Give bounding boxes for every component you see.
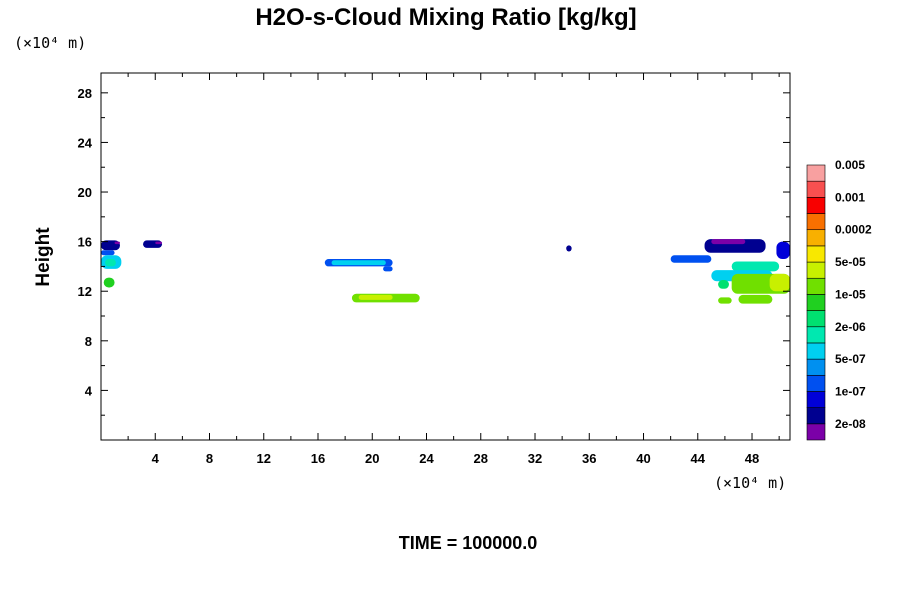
cloud-region <box>103 277 115 288</box>
colorbar-label: 1e-05 <box>835 287 866 301</box>
y-tick-label: 28 <box>78 86 92 101</box>
cloud-region <box>769 273 790 292</box>
colorbar-swatch <box>806 342 826 360</box>
colorbar-label: 2e-08 <box>835 417 866 431</box>
cloud-region <box>718 280 729 289</box>
x-tick-label: 28 <box>474 451 488 466</box>
colorbar-swatch <box>806 326 826 344</box>
x-tick-label: 20 <box>365 451 379 466</box>
colorbar-swatch <box>806 294 826 311</box>
y-axis: 4 8 12 16 20 24 28 <box>78 86 790 416</box>
y-axis-label: Height <box>33 227 54 287</box>
y-tick-label: 24 <box>78 135 93 150</box>
colorbar-label: 0.001 <box>835 190 865 204</box>
colorbar-label: 1e-07 <box>835 384 866 398</box>
colorbar-swatch <box>806 407 826 425</box>
cloud-region <box>105 258 116 267</box>
cloud-region <box>566 245 572 252</box>
y-tick-label: 8 <box>85 334 92 349</box>
cloud-region <box>358 294 393 300</box>
colorbar-swatch <box>806 261 826 279</box>
x-tick-label: 40 <box>636 451 650 466</box>
colorbar-label: 0.0002 <box>835 223 872 237</box>
x-axis: 4 8 12 16 20 24 28 32 36 40 44 48 <box>127 73 780 466</box>
time-label: TIME = 100000.0 <box>399 533 538 553</box>
cloud-region <box>331 260 386 266</box>
cloud-region <box>383 266 393 272</box>
x-tick-label: 4 <box>152 451 160 466</box>
cloud-region <box>114 241 120 245</box>
y-tick-label: 16 <box>78 235 92 250</box>
plot-frame <box>100 72 791 441</box>
colorbar-label: 2e-06 <box>835 320 866 334</box>
cloud-region <box>670 255 712 263</box>
colorbar-swatch <box>806 277 826 295</box>
x-unit-label: (×10⁴ m) <box>714 474 786 492</box>
colorbar-swatch <box>806 391 826 408</box>
cloud-region <box>731 261 780 272</box>
x-tick-label: 36 <box>582 451 596 466</box>
colorbar-label: 5e-07 <box>835 352 866 366</box>
x-tick-label: 48 <box>745 451 759 466</box>
x-tick-label: 8 <box>206 451 213 466</box>
x-tick-label: 24 <box>419 451 434 466</box>
colorbar-swatch <box>806 310 826 328</box>
y-tick-label: 4 <box>85 383 93 398</box>
colorbar-swatch <box>806 374 826 392</box>
x-tick-label: 16 <box>311 451 325 466</box>
colorbar-swatch <box>806 213 826 231</box>
colorbar-swatch <box>806 358 826 376</box>
colorbar-swatch <box>806 164 826 182</box>
colorbar-swatch <box>806 180 826 198</box>
x-tick-label: 32 <box>528 451 542 466</box>
colorbar-swatch <box>806 197 826 214</box>
x-tick-label: 12 <box>257 451 271 466</box>
colorbar-legend: 2e-08 1e-07 5e-07 2e-06 1e-05 5e-05 0.0002 0.00… <box>806 158 872 441</box>
colorbar-swatch <box>806 229 826 247</box>
colorbar-swatch <box>806 245 826 263</box>
y-tick-label: 12 <box>78 284 92 299</box>
chart-title: H2O-s-Cloud Mixing Ratio [kg/kg] <box>255 4 636 31</box>
cloud-region <box>776 241 790 259</box>
y-tick-label: 20 <box>78 185 92 200</box>
colorbar-swatch <box>806 423 826 441</box>
cloud-region <box>155 241 163 245</box>
cloud-region <box>101 250 115 256</box>
y-unit-label: (×10⁴ m) <box>14 34 86 52</box>
colorbar-label: 0.005 <box>835 158 865 172</box>
colorbar-label: 5e-05 <box>835 255 866 269</box>
cloud-region <box>738 294 773 304</box>
cloud-region <box>718 297 732 304</box>
x-tick-label: 44 <box>691 451 706 466</box>
cloud-region <box>711 239 746 245</box>
cloud-field <box>101 239 790 304</box>
